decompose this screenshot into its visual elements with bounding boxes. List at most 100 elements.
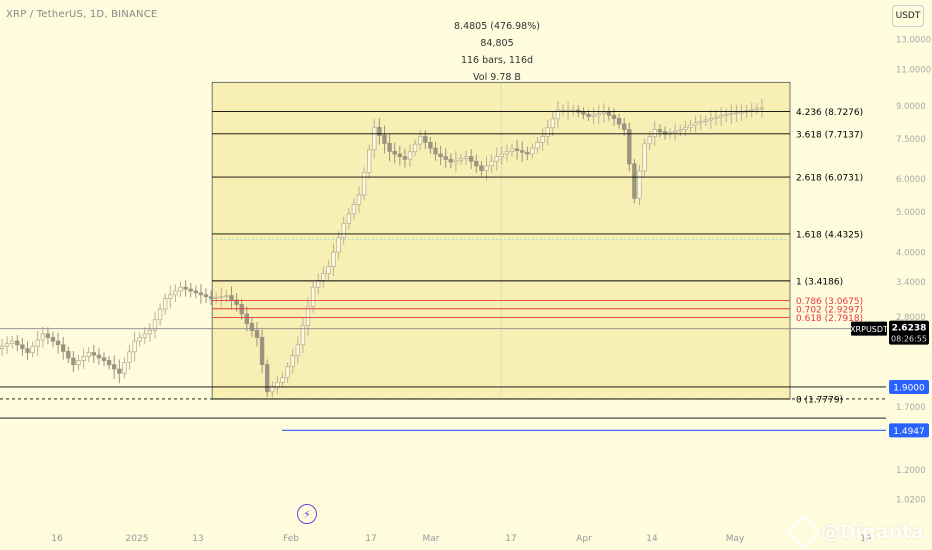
candle-body[interactable] (162, 298, 168, 310)
candle-body[interactable] (122, 362, 127, 374)
candle-body[interactable] (739, 111, 744, 114)
candle-body[interactable] (734, 112, 739, 115)
candle-body[interactable] (224, 295, 229, 298)
candle-body[interactable] (718, 115, 724, 118)
candle-body[interactable] (208, 296, 214, 299)
candle-body[interactable] (326, 266, 331, 274)
candle-body[interactable] (443, 156, 448, 160)
candle-body[interactable] (0, 345, 5, 349)
candle-body[interactable] (305, 306, 311, 327)
candle-body[interactable] (25, 348, 30, 353)
candle-body[interactable] (463, 156, 469, 159)
candle-body[interactable] (377, 126, 382, 136)
candle-body[interactable] (4, 343, 10, 347)
candle-body[interactable] (193, 290, 198, 294)
candle-body[interactable] (448, 158, 453, 163)
candle-body[interactable] (499, 153, 504, 158)
candle-body[interactable] (729, 113, 734, 115)
candle-body[interactable] (81, 356, 86, 361)
candle-body[interactable] (759, 107, 765, 110)
candle-body[interactable] (433, 147, 438, 155)
candle-body[interactable] (438, 153, 443, 158)
candle-body[interactable] (61, 344, 66, 352)
candle-body[interactable] (407, 151, 413, 160)
candle-body[interactable] (565, 109, 571, 112)
candle-body[interactable] (428, 141, 433, 149)
candle-body[interactable] (494, 156, 499, 162)
candle-body[interactable] (458, 158, 464, 161)
candle-body[interactable] (45, 333, 51, 338)
candle-body[interactable] (157, 308, 163, 321)
candle-body[interactable] (622, 123, 627, 130)
candle-body[interactable] (336, 237, 341, 253)
candle-body[interactable] (606, 111, 612, 116)
candle-body[interactable] (453, 159, 459, 163)
candle-body[interactable] (596, 113, 601, 116)
candle-body[interactable] (9, 340, 15, 344)
candle-body[interactable] (392, 151, 397, 155)
candle-body[interactable] (117, 368, 122, 374)
candle-body[interactable] (219, 296, 224, 299)
candle-body[interactable] (708, 118, 714, 121)
candle-body[interactable] (356, 194, 362, 205)
candle-body[interactable] (188, 288, 193, 292)
candle-body[interactable] (198, 292, 204, 296)
candle-body[interactable] (147, 329, 153, 335)
candle-body[interactable] (106, 360, 112, 366)
candle-body[interactable] (86, 352, 91, 357)
candle-body[interactable] (55, 340, 61, 346)
price-badge[interactable] (889, 423, 929, 438)
lightning-event-icon[interactable]: ⚡ (297, 504, 317, 524)
candle-body[interactable] (387, 142, 392, 152)
candle-body[interactable] (96, 354, 102, 359)
candle-body[interactable] (142, 333, 147, 338)
candle-body[interactable] (20, 344, 25, 350)
candle-body[interactable] (514, 148, 520, 151)
candle-body[interactable] (30, 345, 35, 353)
candle-body[interactable] (91, 352, 96, 356)
candle-body[interactable] (264, 364, 270, 393)
candle-body[interactable] (366, 149, 372, 173)
candle-body[interactable] (637, 170, 642, 199)
candle-body[interactable] (693, 122, 698, 126)
candle-body[interactable] (555, 109, 561, 120)
candle-body[interactable] (520, 150, 525, 153)
candle-body[interactable] (290, 355, 295, 368)
candle-body[interactable] (101, 357, 107, 361)
candle-body[interactable] (183, 286, 188, 290)
candle-body[interactable] (423, 136, 428, 143)
candle-body[interactable] (754, 107, 759, 110)
candle-body[interactable] (178, 286, 183, 292)
candle-body[interactable] (474, 160, 479, 167)
candle-body[interactable] (749, 108, 754, 112)
candle-body[interactable] (112, 364, 117, 370)
candle-body[interactable] (611, 114, 617, 119)
candle-body[interactable] (321, 273, 326, 281)
candle-body[interactable] (484, 165, 489, 171)
candle-body[interactable] (310, 286, 316, 307)
candle-body[interactable] (331, 251, 336, 267)
candle-body[interactable] (259, 337, 265, 366)
candle-body[interactable] (66, 351, 71, 359)
candle-body[interactable] (616, 118, 622, 125)
candle-body[interactable] (642, 143, 647, 172)
candle-body[interactable] (254, 330, 260, 338)
candle-body[interactable] (229, 295, 234, 301)
symbol-badge[interactable] (851, 321, 887, 336)
candle-body[interactable] (152, 319, 158, 331)
candle-body[interactable] (468, 156, 474, 162)
candle-body[interactable] (285, 366, 290, 379)
last-price-badge[interactable] (889, 320, 929, 345)
symbol-title[interactable]: XRP / TetherUS, 1D, BINANCE (6, 9, 158, 20)
candle-body[interactable] (560, 109, 566, 112)
currency-button[interactable]: USDT (892, 5, 924, 27)
candle-body[interactable] (341, 222, 346, 239)
candle-body[interactable] (40, 333, 45, 341)
candle-body[interactable] (581, 111, 586, 115)
candle-body[interactable] (315, 279, 321, 288)
candle-body[interactable] (535, 141, 540, 149)
candle-body[interactable] (540, 136, 545, 143)
candle-body[interactable] (213, 297, 219, 299)
candle-body[interactable] (545, 127, 550, 137)
candle-body[interactable] (698, 120, 703, 124)
